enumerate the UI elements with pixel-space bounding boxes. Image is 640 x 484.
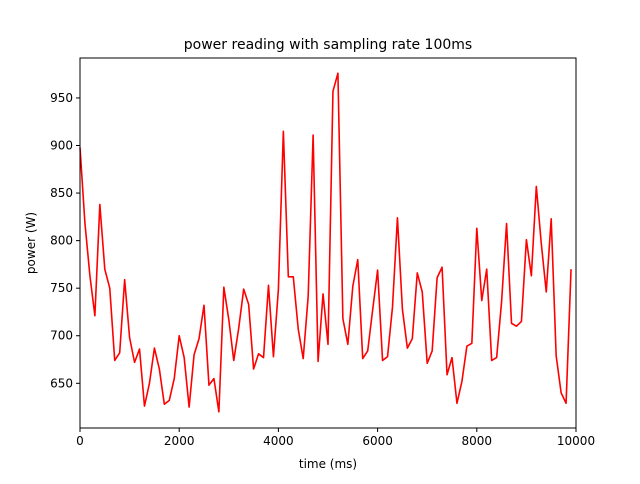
y-tick-label: 700 — [50, 329, 73, 343]
axis-ticks: 0 2000 4000 6000 8000 10000 650 700 750 800 850 900… — [50, 91, 595, 448]
x-tick-label: 8000 — [462, 434, 493, 448]
y-tick-label: 800 — [50, 234, 73, 248]
x-tick-label: 2000 — [164, 434, 195, 448]
y-tick-label: 950 — [50, 91, 73, 105]
x-tick-label: 10000 — [557, 434, 595, 448]
y-tick-label: 900 — [50, 139, 73, 153]
x-axis-label: time (ms) — [299, 457, 357, 471]
chart-title: power reading with sampling rate 100ms — [184, 37, 472, 53]
y-tick-label: 650 — [50, 376, 73, 390]
plot-frame — [79, 57, 577, 429]
y-tick-label: 850 — [50, 186, 73, 200]
power-series-line — [79, 72, 572, 413]
plot-area — [80, 58, 576, 428]
y-axis-label: power (W) — [24, 212, 38, 274]
y-tick-label: 750 — [50, 281, 73, 295]
x-tick-label: 6000 — [362, 434, 393, 448]
x-tick-label: 0 — [76, 434, 84, 448]
data-series — [79, 72, 572, 413]
x-tick-label: 4000 — [263, 434, 294, 448]
